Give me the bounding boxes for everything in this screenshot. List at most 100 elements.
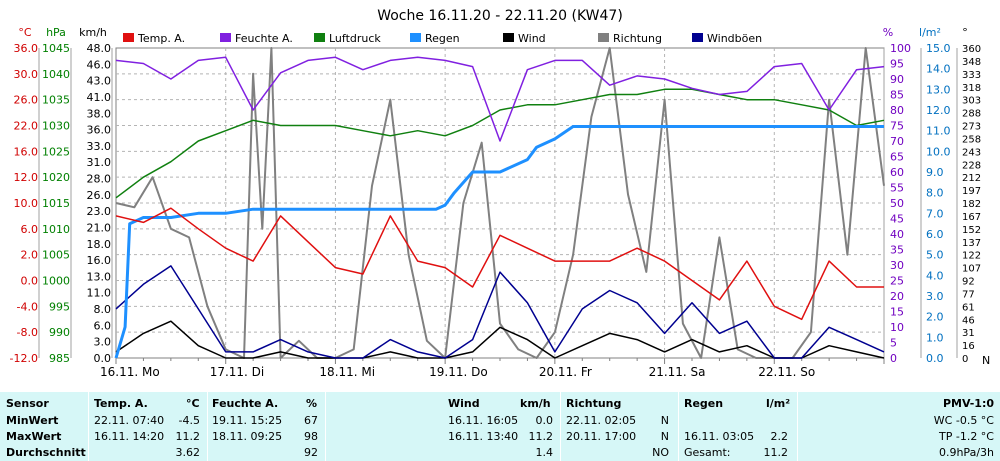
series-line-wind xyxy=(115,320,885,359)
axis-tick-dir: 258 xyxy=(962,134,981,145)
axis-tick-dir: 46 xyxy=(962,315,975,326)
stats-max-label: MaxWert xyxy=(6,430,62,443)
axis-tick-rain: 4.0 xyxy=(926,269,944,282)
legend-swatch xyxy=(314,33,325,42)
hum-max-time: 18.11. 09:25 xyxy=(212,430,283,443)
axis-tick-hum: 80 xyxy=(890,104,904,117)
axis-tick-press: 995 xyxy=(49,300,70,313)
x-tick-label: 16.11. Mo xyxy=(100,365,160,379)
temp-min-time: 22.11. 07:40 xyxy=(94,414,165,427)
axis-tick-wind: 16.0 xyxy=(87,254,112,267)
axis-tick-wind: 28.0 xyxy=(87,173,112,186)
axis-tick-rain: 5.0 xyxy=(926,249,944,262)
axis-tick-wind: 0.0 xyxy=(94,352,112,365)
axis-tick-dir: 31 xyxy=(962,328,975,339)
hum-unit: % xyxy=(306,397,318,410)
dir-min-time: 22.11. 02:05 xyxy=(566,414,637,427)
axis-tick-rain: 9.0 xyxy=(926,166,944,179)
axis-tick-dir: 77 xyxy=(962,289,975,300)
stats-avg-label: Durchschnitt xyxy=(6,446,86,459)
axis-tick-hum: 50 xyxy=(890,197,904,210)
rain-total-label: Gesamt: xyxy=(684,446,731,459)
series-line-regen xyxy=(114,125,884,359)
axis-tick-rain: 12.0 xyxy=(926,104,951,117)
axis-tick-rain: 3.0 xyxy=(926,290,944,303)
axis-tick-temp: -12.0 xyxy=(10,352,38,365)
axis-tick-wind: 38.0 xyxy=(87,107,112,120)
series-line-temp-a- xyxy=(115,207,884,321)
legend-label: Luftdruck xyxy=(329,32,381,45)
axis-tick-hum: 70 xyxy=(890,135,904,148)
axis-unit-hum: % xyxy=(883,26,893,39)
axis-tick-temp: 30.0 xyxy=(14,68,39,81)
axis-tick-dir: 228 xyxy=(962,160,981,171)
temp-min-val: -4.5 xyxy=(178,414,200,427)
axis-tick-temp: 2.0 xyxy=(21,249,39,262)
legend-swatch xyxy=(410,33,421,42)
axis-tick-dir: 0 xyxy=(962,354,968,365)
wind-avg-val: 1.4 xyxy=(535,446,554,459)
axis-tick-wind: 48.0 xyxy=(87,42,112,55)
axis-tick-wind: 33.0 xyxy=(87,140,112,153)
axis-unit-press: hPa xyxy=(46,26,66,39)
x-tick-label: 19.11. Do xyxy=(429,365,488,379)
axis-tick-temp: 22.0 xyxy=(14,120,39,133)
axis-tick-dir: 288 xyxy=(962,109,981,120)
rain-title: Regen xyxy=(684,397,724,410)
x-tick-label: 20.11. Fr xyxy=(539,365,592,379)
axis-tick-dir: 212 xyxy=(962,173,981,184)
x-tick-label: 18.11. Mi xyxy=(319,365,375,379)
axis-tick-wind: 11.0 xyxy=(87,287,112,300)
wind-min-time: 16.11. 16:05 xyxy=(448,414,519,427)
chart-title: Woche 16.11.20 - 22.11.20 (KW47) xyxy=(377,8,623,24)
rain-unit: l/m² xyxy=(766,397,791,410)
dir-avg-val: NO xyxy=(652,446,669,459)
axis-tick-hum: 60 xyxy=(890,166,904,179)
axis-tick-rain: 2.0 xyxy=(926,311,944,324)
dir-max-time: 20.11. 17:00 xyxy=(566,430,637,443)
legend-label: Richtung xyxy=(613,32,662,45)
axis-tick-press: 990 xyxy=(49,326,70,339)
axis-tick-press: 1035 xyxy=(42,94,70,107)
pmv-title: PMV-1:0 xyxy=(943,397,994,410)
axis-tick-press: 1005 xyxy=(42,249,70,262)
temp-title: Temp. A. xyxy=(94,397,148,410)
hum-min-val: 67 xyxy=(304,414,318,427)
pmv-tp: TP -1.2 °C xyxy=(939,430,994,443)
hum-title: Feuchte A. xyxy=(212,397,279,410)
pmv-trend: 0.9hPa/3h xyxy=(938,446,994,459)
axis-tick-hum: 45 xyxy=(890,213,904,226)
axis-tick-dir: 243 xyxy=(962,147,981,158)
wind-title: Wind xyxy=(448,397,480,410)
weather-chart: 16.11. Mo 17.11. Di 18.11. Mi 19.11. Do 20.1… xyxy=(10,8,991,379)
axis-tick-rain: 11.0 xyxy=(926,125,951,138)
axis-tick-temp: 6.0 xyxy=(21,223,39,236)
axis-tick-press: 1000 xyxy=(42,275,70,288)
axis-tick-temp: 36.0 xyxy=(14,42,39,55)
axis-tick-hum: 20 xyxy=(890,290,904,303)
wind-max-time: 16.11. 13:40 xyxy=(448,430,519,443)
stats-sensor-label: Sensor xyxy=(6,397,49,410)
axis-tick-rain: 14.0 xyxy=(926,63,951,76)
axis-tick-dir: 152 xyxy=(962,225,981,236)
axis-tick-wind: 21.0 xyxy=(87,221,112,234)
rain-max-val: 2.2 xyxy=(770,430,789,443)
axis-tick-dir: 348 xyxy=(962,57,981,68)
axis-tick-dir: 333 xyxy=(962,70,981,81)
axis-tick-dir: 122 xyxy=(962,251,981,262)
axis-tick-rain: 1.0 xyxy=(926,331,944,344)
axis-tick-dir: 167 xyxy=(962,212,981,223)
x-tick-label: 17.11. Di xyxy=(210,365,265,379)
axis-tick-hum: 25 xyxy=(890,275,904,288)
axis-tick-wind: 46.0 xyxy=(87,58,112,71)
legend-swatch xyxy=(123,33,134,42)
axis-tick-dir: 318 xyxy=(962,83,981,94)
axis-tick-wind: 41.0 xyxy=(87,91,112,104)
legend-swatch xyxy=(598,33,609,42)
legend-label: Feuchte A. xyxy=(235,32,293,45)
axis-tick-dir: 137 xyxy=(962,238,981,249)
series-line-windb-en xyxy=(115,265,885,359)
axis-tick-temp: 26.0 xyxy=(14,94,39,107)
axis-tick-rain: 6.0 xyxy=(926,228,944,241)
axis-tick-hum: 90 xyxy=(890,73,904,86)
